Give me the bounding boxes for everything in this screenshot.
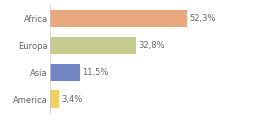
Text: 3,4%: 3,4% [61, 95, 83, 104]
Text: 32,8%: 32,8% [138, 41, 165, 50]
Text: 52,3%: 52,3% [189, 14, 216, 23]
Bar [50, 63, 80, 81]
Bar [50, 37, 136, 54]
Bar [50, 90, 59, 108]
Text: 11,5%: 11,5% [83, 68, 109, 77]
Bar [50, 10, 187, 27]
